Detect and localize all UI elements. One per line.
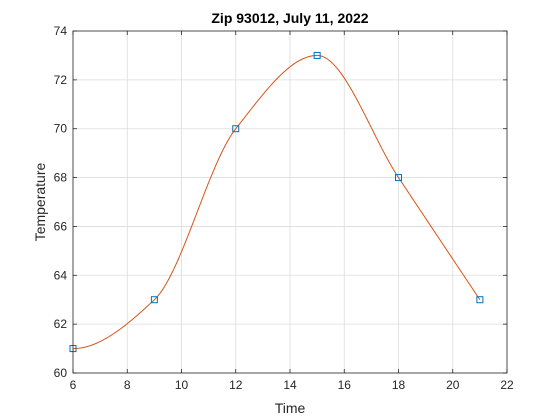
x-tick-label: 14 — [283, 378, 297, 392]
series-line — [72, 54, 481, 350]
y-tick-label: 72 — [54, 73, 68, 87]
y-tick-label: 70 — [54, 122, 68, 136]
data-point-marker — [313, 51, 321, 59]
x-tick-label: 10 — [175, 378, 189, 392]
x-tick-label: 6 — [70, 378, 77, 392]
x-tick-label: 20 — [446, 378, 460, 392]
y-tick-label: 66 — [54, 219, 68, 233]
y-axis-label: Temperature — [32, 162, 48, 241]
chart-title: Zip 93012, July 11, 2022 — [211, 10, 368, 26]
series-group — [69, 51, 484, 353]
x-axis-label: Time — [275, 400, 306, 416]
x-tick-label: 18 — [392, 378, 406, 392]
data-point-marker — [476, 296, 484, 304]
y-tick-label: 62 — [54, 317, 68, 331]
y-tick-label: 60 — [54, 366, 68, 380]
x-tick-label: 16 — [338, 378, 352, 392]
data-point-marker — [150, 296, 158, 304]
data-point-marker — [395, 174, 402, 182]
y-tick-label: 64 — [54, 268, 68, 282]
data-point-marker — [232, 125, 240, 133]
y-tick-label: 74 — [54, 24, 68, 38]
x-tick-label: 12 — [229, 378, 243, 392]
x-tick-label: 22 — [500, 378, 514, 392]
y-tick-label: 68 — [54, 171, 68, 185]
x-tick-label: 8 — [124, 378, 131, 392]
